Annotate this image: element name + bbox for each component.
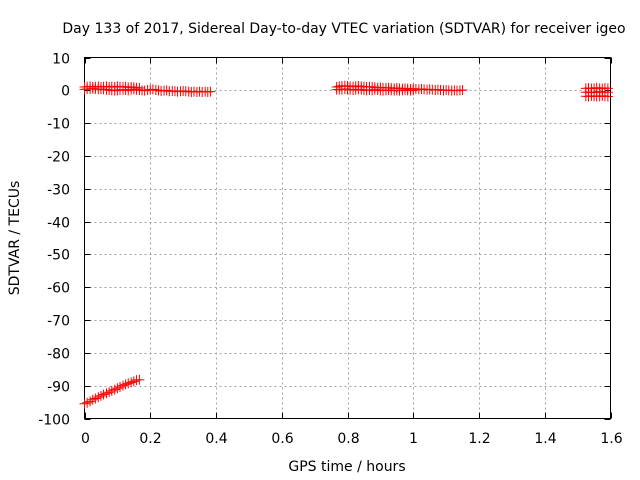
y-tick-label: -70 (47, 314, 70, 330)
y-tick-label: 0 (61, 84, 70, 100)
x-tick-label: 1.6 (600, 431, 622, 447)
y-tick-label: -90 (47, 380, 70, 396)
y-tick-label: -100 (38, 413, 70, 429)
data-point (82, 397, 93, 408)
x-tick-label: 0.6 (271, 431, 293, 447)
y-axis-label: SDTVAR / TECUs (7, 181, 23, 296)
x-tick-label: 0.8 (337, 431, 359, 447)
data-point (408, 85, 419, 96)
data-point (457, 84, 468, 95)
x-tick-label: 1.4 (534, 431, 556, 447)
data-point (120, 379, 131, 390)
x-tick-label: 0.4 (205, 431, 227, 447)
data-point (126, 377, 137, 388)
tick-marks (84, 57, 612, 420)
data-point (134, 83, 145, 94)
data-point (161, 85, 172, 96)
y-tick-label: -40 (47, 216, 70, 232)
data-point (134, 374, 145, 385)
data-point (112, 383, 123, 394)
data-point (147, 84, 158, 95)
data-point (139, 85, 150, 96)
grid-lines (84, 57, 611, 419)
plot-frame (84, 57, 611, 419)
y-tick-label: -60 (47, 281, 70, 297)
y-tick-label: -30 (47, 183, 70, 199)
data-point (104, 387, 115, 398)
data-point (101, 388, 112, 399)
data-points (79, 80, 613, 409)
x-tick-label: 1 (409, 431, 418, 447)
y-tick-label: 10 (52, 52, 70, 68)
x-tick-label: 0 (81, 431, 90, 447)
data-point (117, 380, 128, 391)
chart-title: Day 133 of 2017, Sidereal Day-to-day VTE… (62, 21, 625, 37)
data-point (205, 86, 216, 97)
y-tick-label: -80 (47, 347, 70, 363)
x-tick-label: 0.2 (139, 431, 161, 447)
x-tick-label: 1.2 (468, 431, 490, 447)
data-point (87, 394, 98, 405)
tick-labels: 0 0.2 0.4 0.6 0.8 1 1.2 1.4 1.6 10 0 -10 -20 -30 -40 -5… (38, 52, 623, 448)
data-point (79, 398, 90, 409)
y-tick-label: -20 (47, 150, 70, 166)
data-point (93, 392, 104, 403)
data-point (109, 384, 120, 395)
data-point (602, 91, 613, 102)
data-point (128, 376, 139, 387)
y-tick-label: -10 (47, 117, 70, 133)
data-point (85, 396, 96, 407)
data-point (95, 390, 106, 401)
x-axis-label: GPS time / hours (288, 459, 405, 475)
y-tick-label: -50 (47, 248, 70, 264)
